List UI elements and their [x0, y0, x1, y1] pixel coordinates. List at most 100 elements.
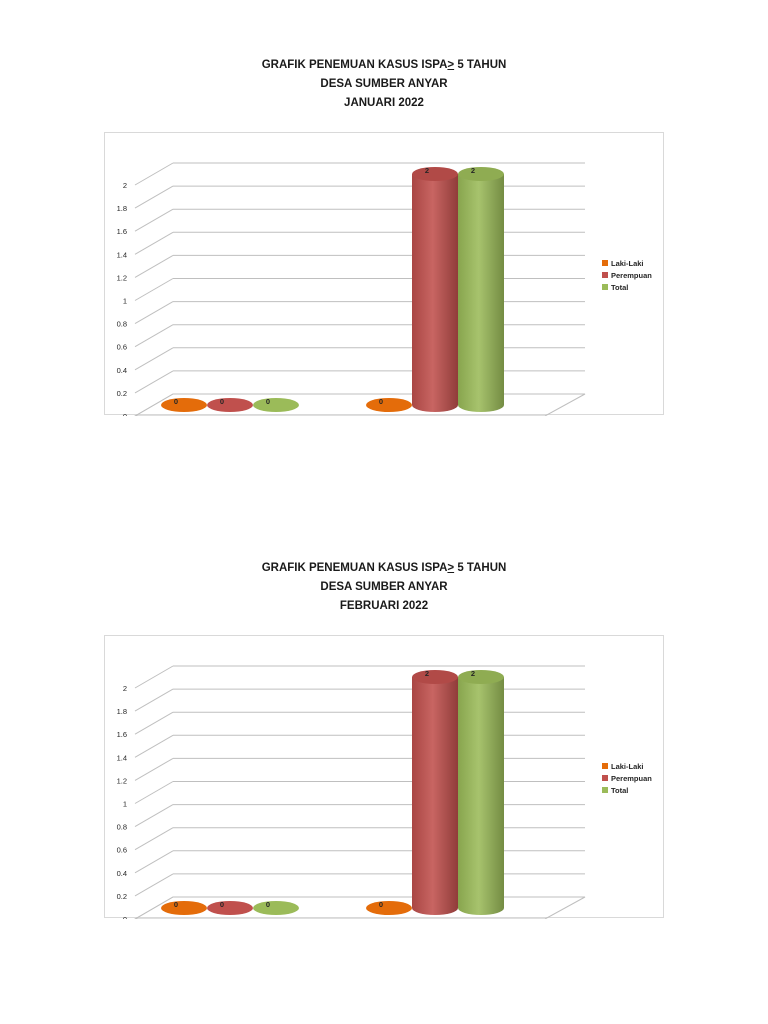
bar-top	[207, 398, 253, 412]
bar-perempuan-bukan-pneumonia: 2	[412, 166, 458, 412]
chart-frame-1: 00.20.40.60.811.21.41.61.82000022Pneumon…	[104, 132, 664, 416]
y-tick-label: 1.6	[117, 227, 127, 236]
bars: 0 0 0 0 2 2	[161, 166, 504, 412]
gridline-depth	[134, 804, 174, 828]
data-label: 0	[220, 397, 224, 406]
gridline-depth	[134, 278, 174, 301]
bar-top	[161, 901, 207, 915]
data-label: 2	[471, 669, 475, 678]
gridline-depth	[134, 827, 174, 851]
data-label: 2	[471, 166, 475, 175]
gridline-depth	[134, 370, 174, 394]
gridline-depth	[134, 711, 174, 735]
bar-perempuan-pneumonia: 0	[207, 397, 253, 412]
chart-subtitle: DESA SUMBER ANYAR	[320, 78, 448, 90]
bar-top	[253, 901, 299, 915]
chart-frame-2: 00.20.40.60.811.21.41.61.82000022Pneumon…	[104, 635, 664, 919]
y-tick-label: 2	[123, 684, 127, 693]
gridline-depth	[134, 324, 174, 348]
chart-title: GRAFIK PENEMUAN KASUS ISPA> 5 TAHUN	[261, 562, 507, 574]
gridline-depth	[134, 254, 174, 278]
gridline-depth	[134, 734, 174, 758]
bar-top	[366, 398, 412, 412]
y-tick-label: 0.8	[117, 823, 127, 832]
bar-top	[412, 167, 458, 181]
bar-perempuan-pneumonia: 0	[207, 900, 253, 915]
legend: Laki-Laki Perempuan Total	[602, 762, 652, 795]
bar-body	[412, 174, 458, 412]
data-label: 2	[425, 669, 429, 678]
chart-period: FEBRUARI 2022	[339, 600, 429, 612]
y-tick-label: 1.4	[117, 250, 127, 259]
y-axis-labels: 0 0.2 0.4 0.6 0.8 1 1.2 1.4 1.6 1.8 2	[117, 181, 127, 416]
gridline-depth	[134, 162, 174, 186]
y-tick-label: 1.8	[117, 204, 127, 213]
bar-body	[412, 677, 458, 915]
gridline-depth	[134, 301, 174, 325]
legend-swatch	[602, 763, 608, 769]
bar-laki-laki-bukan-pneumonia: 0	[366, 397, 412, 412]
bar-laki-laki-pneumonia: 0	[161, 397, 207, 412]
data-label: 0	[379, 900, 383, 909]
y-tick-label: 1.8	[117, 707, 127, 716]
y-tick-label: 0.2	[117, 892, 127, 901]
y-tick-label: 0.6	[117, 343, 127, 352]
chart-period: JANUARI 2022	[344, 97, 424, 109]
y-tick-label: 1	[123, 297, 127, 306]
gridline-depth	[134, 688, 174, 712]
legend-label: Laki-Laki	[611, 259, 644, 268]
y-tick-label: 0.4	[117, 366, 127, 375]
legend-label: Total	[611, 283, 628, 292]
data-label: 0	[266, 900, 270, 909]
legend: Laki-Laki Perempuan Total	[602, 259, 652, 292]
bar-laki-laki-bukan-pneumonia: 0	[366, 900, 412, 915]
y-tick-label: 2	[123, 181, 127, 190]
y-tick-label: 0.8	[117, 320, 127, 329]
bar-top	[458, 167, 504, 181]
data-label: 0	[379, 397, 383, 406]
gridline-depth	[134, 185, 174, 209]
gridline-depth	[134, 665, 174, 689]
bar-body	[458, 677, 504, 915]
chart-floor	[134, 896, 586, 919]
gridline-depth	[134, 347, 174, 371]
legend-label: Laki-Laki	[611, 762, 644, 771]
y-tick-label: 1	[123, 800, 127, 809]
y-tick-label: 1.4	[117, 753, 127, 762]
chart-svg-2: 00.20.40.60.811.21.41.61.82000022Pneumon…	[117, 665, 652, 919]
chart-block-2: GRAFIK PENEMUAN KASUS ISPA> 5 TAHUN DESA…	[0, 559, 768, 616]
legend-swatch	[602, 787, 608, 793]
data-label: 0	[174, 397, 178, 406]
gridlines	[134, 162, 585, 416]
y-tick-label: 1.6	[117, 730, 127, 739]
bar-top	[366, 901, 412, 915]
gridline-depth	[134, 873, 174, 897]
legend-swatch	[602, 775, 608, 781]
y-tick-label: 0.2	[117, 389, 127, 398]
gridline-depth	[134, 208, 174, 232]
chart-floor	[134, 393, 586, 416]
y-tick-label: 1.2	[117, 776, 127, 785]
bar-total-pneumonia: 0	[253, 900, 299, 915]
data-label: 0	[174, 900, 178, 909]
legend-swatch	[602, 272, 608, 278]
gridlines	[134, 665, 585, 919]
chart-subtitle: DESA SUMBER ANYAR	[320, 581, 448, 593]
y-tick-label: 0.6	[117, 846, 127, 855]
chart-svg-1: 00.20.40.60.811.21.41.61.82000022Pneumon…	[117, 162, 652, 416]
gridline-depth	[134, 231, 174, 255]
data-label: 0	[220, 900, 224, 909]
chart-block-1: GRAFIK PENEMUAN KASUS ISPA> 5 TAHUN DESA…	[0, 56, 768, 113]
y-tick-label: 0.4	[117, 869, 127, 878]
bar-top	[412, 670, 458, 684]
gridline-depth	[134, 850, 174, 874]
gridline-depth	[134, 781, 174, 804]
bar-top	[253, 398, 299, 412]
bar-top	[161, 398, 207, 412]
bars: 0 0 0 0 2 2	[161, 669, 504, 915]
legend-label: Total	[611, 786, 628, 795]
y-tick-label: 0	[123, 915, 127, 919]
data-label: 0	[266, 397, 270, 406]
bar-total-bukan-pneumonia: 2	[458, 166, 504, 412]
legend-label: Perempuan	[611, 271, 652, 280]
